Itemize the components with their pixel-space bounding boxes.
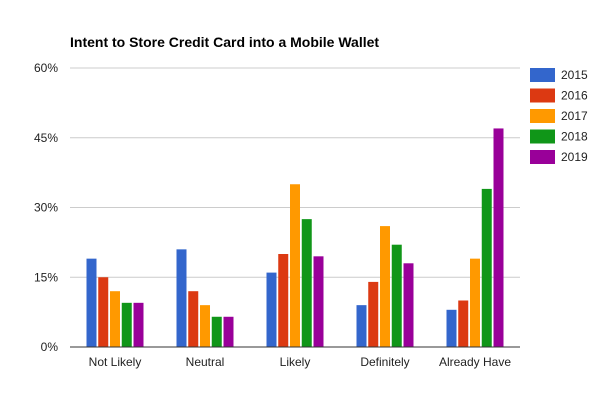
bar-2019-neutral xyxy=(223,316,234,347)
x-tick-label: Definitely xyxy=(360,355,409,369)
bar-2018-definitely xyxy=(391,244,402,347)
y-tick-label: 45% xyxy=(34,131,58,145)
legend-label-2016: 2016 xyxy=(561,89,588,103)
legend-swatch-2018 xyxy=(530,129,555,144)
bar-2015-neutral xyxy=(176,249,187,347)
bar-2017-neutral xyxy=(200,305,210,347)
bar-2017-definitely xyxy=(380,226,390,347)
bar-2018-not-likely xyxy=(121,302,132,347)
bar-2019-definitely xyxy=(403,263,414,347)
legend-swatch-2015 xyxy=(530,68,555,82)
bar-2018-neutral xyxy=(211,316,222,347)
legend-label-2019: 2019 xyxy=(561,150,588,164)
y-tick-label: 15% xyxy=(34,270,58,284)
bar-2016-already-have xyxy=(458,300,469,347)
legend: 2015 2016 2017 2018 2019 xyxy=(530,68,588,164)
bar-2018-already-have xyxy=(481,188,492,347)
legend-swatch-2017 xyxy=(530,109,555,123)
bar-2015-not-likely xyxy=(86,258,97,347)
bar-2017-already-have xyxy=(470,258,480,347)
legend-label-2015: 2015 xyxy=(561,68,588,82)
bar-2019-likely xyxy=(313,256,324,347)
y-tick-label: 60% xyxy=(34,61,58,75)
x-axis-ticks: Not Likely Neutral Likely Definitely Already… xyxy=(89,355,512,369)
bar-2016-neutral xyxy=(188,291,199,347)
x-tick-label: Not Likely xyxy=(89,355,142,369)
chart-title: Intent to Store Credit Card into a Mobil… xyxy=(70,34,379,50)
bar-2016-likely xyxy=(278,254,289,347)
bar-2019-already-have xyxy=(493,128,504,347)
bar-2016-definitely xyxy=(368,281,379,347)
bar-2015-definitely xyxy=(356,305,367,347)
bar-2015-already-have xyxy=(446,309,457,347)
bar-2015-likely xyxy=(266,272,277,347)
bar-2019-not-likely xyxy=(133,302,144,347)
bar-2016-not-likely xyxy=(98,277,109,347)
y-tick-label: 30% xyxy=(34,201,58,215)
legend-label-2017: 2017 xyxy=(561,109,588,123)
bar-2018-likely xyxy=(301,219,312,348)
legend-swatch-2016 xyxy=(530,88,555,103)
bar-2017-likely xyxy=(290,184,300,347)
x-tick-label: Likely xyxy=(280,355,311,369)
x-tick-label: Already Have xyxy=(439,355,511,369)
bar-2017-not-likely xyxy=(110,291,120,347)
x-tick-label: Neutral xyxy=(186,355,225,369)
y-axis-ticks: 0% 15% 30% 45% 60% xyxy=(34,61,58,354)
y-tick-label: 0% xyxy=(41,340,59,354)
bars xyxy=(86,128,504,348)
legend-label-2018: 2018 xyxy=(561,130,588,144)
legend-swatch-2019 xyxy=(530,150,555,164)
